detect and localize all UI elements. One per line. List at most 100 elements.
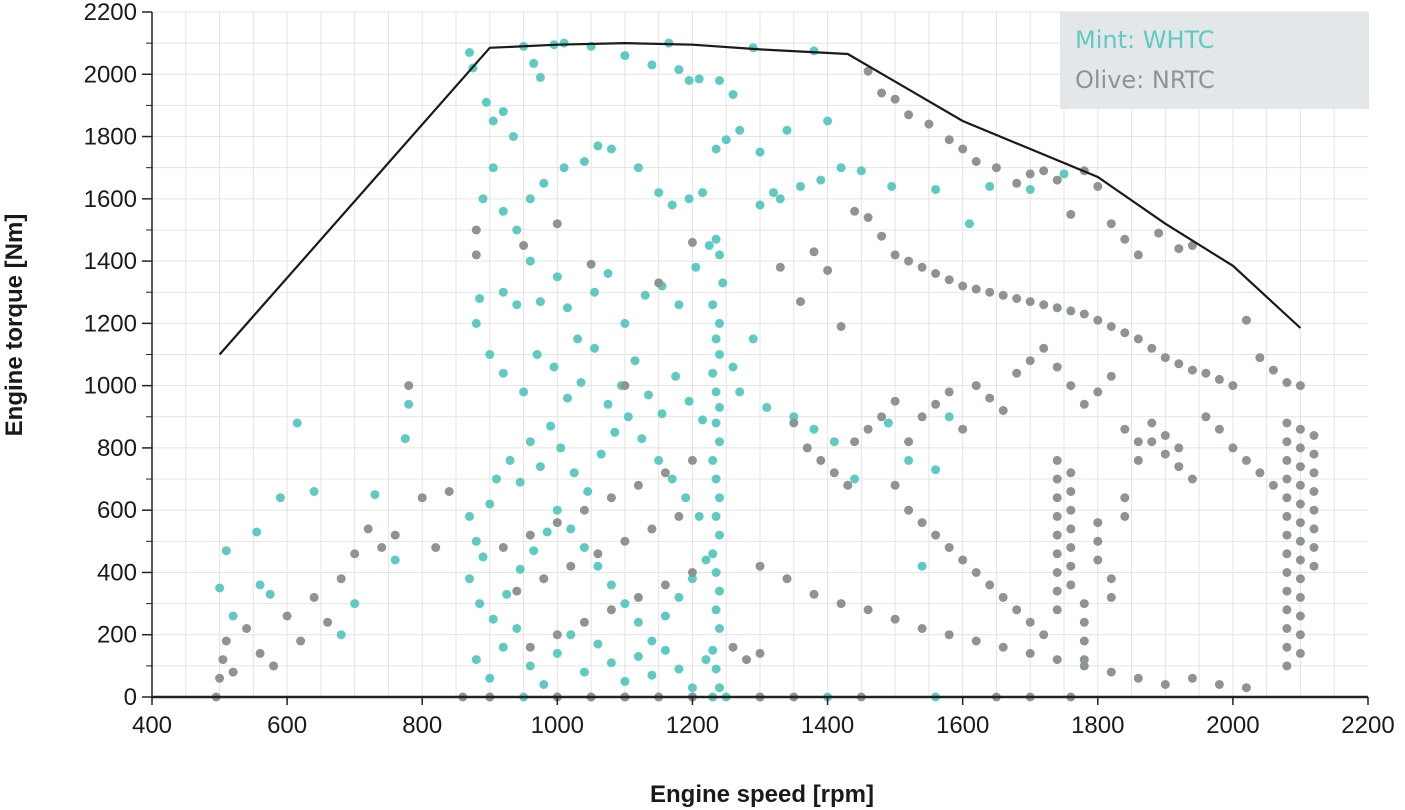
- y-tick-label: 1000: [84, 373, 137, 400]
- data-point: [363, 524, 373, 534]
- data-point: [292, 418, 302, 428]
- data-point: [836, 322, 846, 331]
- data-point: [1012, 368, 1022, 378]
- data-point: [579, 617, 589, 627]
- data-point: [549, 362, 559, 372]
- legend-item-nrtc: Olive: NRTC: [1075, 66, 1215, 94]
- data-point: [755, 200, 765, 210]
- data-point: [309, 592, 319, 602]
- data-point: [958, 555, 968, 565]
- data-point: [1295, 518, 1305, 528]
- y-tick-label: 1200: [84, 310, 137, 337]
- data-point: [1309, 431, 1319, 440]
- data-point: [539, 178, 549, 188]
- data-point: [1147, 437, 1157, 447]
- data-point: [1187, 474, 1197, 484]
- data-point: [728, 362, 738, 372]
- data-point: [323, 617, 333, 627]
- x-tick-label: 600: [267, 712, 307, 739]
- data-point: [1282, 568, 1292, 577]
- data-point: [782, 574, 792, 584]
- data-point: [708, 549, 718, 559]
- x-axis-title: Engine speed [rpm]: [650, 781, 874, 808]
- data-point: [1309, 505, 1319, 515]
- data-point: [809, 46, 819, 56]
- data-point: [964, 219, 974, 229]
- data-point: [931, 185, 941, 194]
- data-point: [1295, 592, 1305, 602]
- data-point: [1025, 648, 1035, 658]
- data-point: [917, 624, 927, 633]
- data-point: [647, 636, 657, 646]
- data-point: [1255, 353, 1265, 363]
- data-point: [556, 443, 566, 453]
- data-point: [505, 455, 515, 465]
- data-point: [579, 667, 589, 677]
- data-point: [583, 487, 593, 496]
- x-tick-label: 1800: [1071, 712, 1124, 739]
- data-point: [1282, 624, 1292, 633]
- data-point: [1214, 680, 1224, 689]
- data-point: [1295, 381, 1305, 391]
- data-point: [890, 614, 900, 624]
- data-point: [255, 648, 265, 658]
- data-point: [1241, 683, 1251, 693]
- data-point: [863, 424, 873, 434]
- x-tick-label: 1000: [531, 712, 584, 739]
- data-point: [789, 412, 799, 422]
- data-point: [1052, 568, 1062, 577]
- data-point: [1295, 462, 1305, 472]
- data-point: [1066, 580, 1076, 590]
- data-point: [971, 381, 981, 391]
- data-point: [1079, 617, 1089, 627]
- data-point: [654, 278, 664, 288]
- data-point: [606, 580, 616, 590]
- data-point: [755, 648, 765, 658]
- data-point: [265, 589, 275, 599]
- data-point: [931, 269, 941, 278]
- series-whtc: [215, 38, 1069, 702]
- data-point: [431, 543, 441, 552]
- data-point: [620, 318, 630, 328]
- data-point: [350, 599, 360, 609]
- data-point: [552, 648, 562, 658]
- data-point: [539, 680, 549, 689]
- data-point: [691, 262, 701, 272]
- data-point: [515, 477, 525, 487]
- data-point: [721, 135, 731, 145]
- data-point: [904, 110, 914, 120]
- data-point: [715, 683, 724, 693]
- data-point: [488, 116, 498, 126]
- data-point: [985, 393, 995, 403]
- data-point: [1282, 418, 1292, 428]
- data-point: [620, 536, 630, 546]
- data-point: [674, 300, 684, 310]
- data-point: [715, 530, 724, 540]
- legend-box: [1060, 12, 1369, 109]
- data-point: [630, 356, 640, 366]
- data-point: [296, 636, 306, 646]
- data-point: [1133, 250, 1143, 260]
- data-point: [1282, 586, 1292, 596]
- data-point: [471, 655, 481, 665]
- data-point: [1025, 185, 1035, 194]
- data-point: [917, 412, 927, 422]
- data-point: [684, 396, 694, 406]
- data-point: [471, 225, 481, 235]
- data-point: [350, 549, 360, 559]
- data-point: [904, 505, 914, 515]
- data-point: [1012, 294, 1022, 303]
- data-point: [1201, 368, 1211, 378]
- data-point: [559, 163, 569, 173]
- data-point: [377, 543, 387, 552]
- data-point: [552, 219, 562, 229]
- data-point: [475, 294, 485, 303]
- data-point: [1174, 462, 1184, 472]
- data-point: [715, 250, 724, 260]
- data-point: [519, 387, 529, 397]
- data-point: [1187, 365, 1197, 375]
- data-point: [711, 387, 721, 397]
- data-point: [593, 549, 603, 559]
- data-point: [708, 368, 718, 378]
- data-point: [924, 119, 934, 129]
